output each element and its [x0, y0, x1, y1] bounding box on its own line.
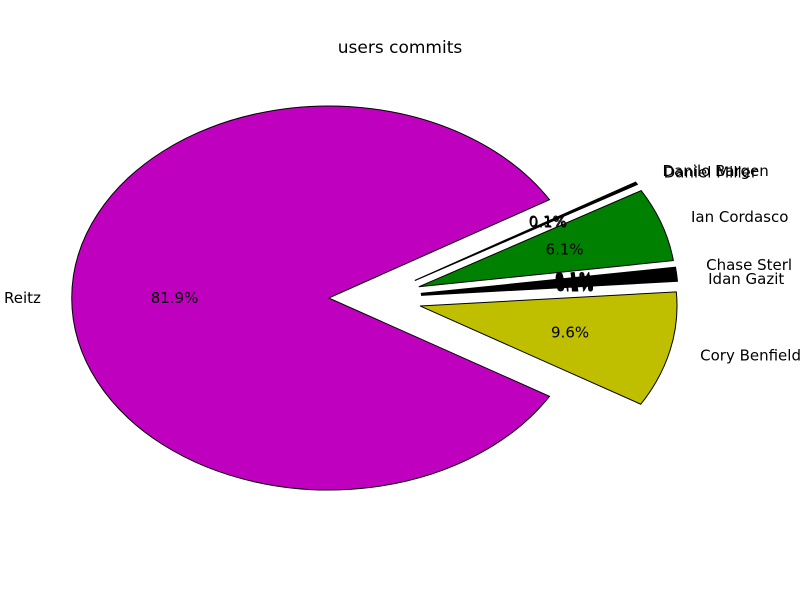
chart-title: users commits: [338, 38, 463, 58]
slice-percent-label: 9.6%: [551, 323, 589, 341]
slice-percent-label: 0.1%: [528, 213, 566, 231]
pie-slice: [72, 106, 550, 490]
slice-percent-label: 6.1%: [546, 240, 584, 258]
slice-percent-label: 81.9%: [151, 289, 199, 307]
slice-name-label: Ian Cordasco: [691, 208, 788, 226]
slice-name-label: Danilo Bargen: [663, 162, 769, 180]
slice-name-label: Kenneth Reitz: [0, 289, 41, 307]
slice-name-label: Cory Benfield: [700, 346, 800, 364]
slice-name-label: Chase Sterl: [706, 256, 792, 274]
slice-percent-label: 0.1%: [555, 269, 593, 287]
